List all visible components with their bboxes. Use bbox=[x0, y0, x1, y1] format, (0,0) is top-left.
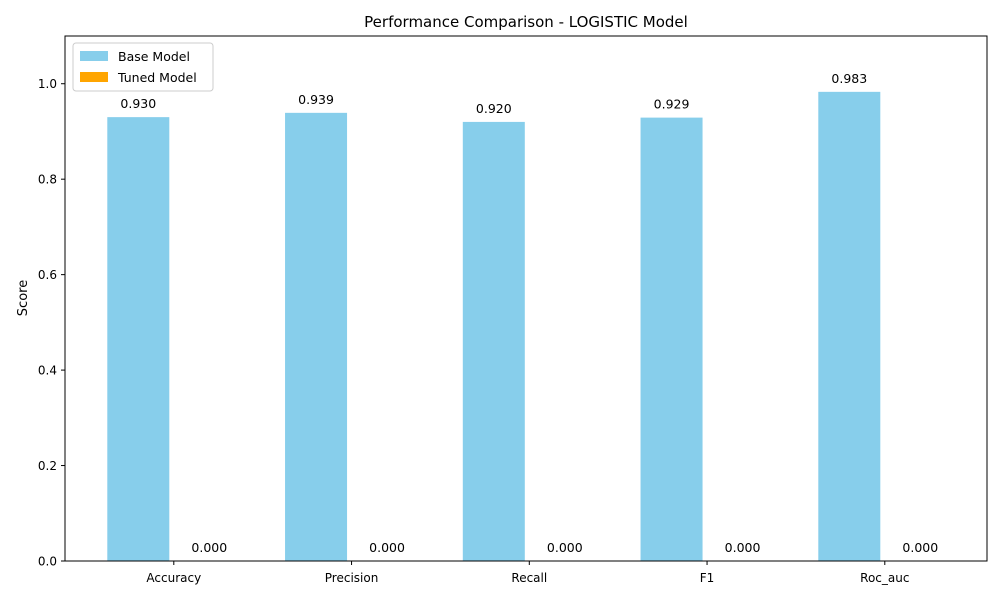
bar-value-label: 0.929 bbox=[654, 97, 690, 112]
bar-base-model bbox=[462, 121, 525, 561]
bar-base-model bbox=[107, 117, 170, 562]
x-tick-label: F1 bbox=[700, 571, 715, 585]
chart-title: Performance Comparison - LOGISTIC Model bbox=[364, 13, 688, 31]
y-tick-label: 0.6 bbox=[38, 268, 57, 282]
y-tick-label: 1.0 bbox=[38, 77, 57, 91]
y-tick-label: 0.8 bbox=[38, 173, 57, 187]
bar-value-label: 0.000 bbox=[191, 540, 227, 555]
legend-swatch bbox=[80, 51, 108, 61]
plot-frame bbox=[64, 35, 988, 562]
bar-value-label: 0.920 bbox=[476, 101, 512, 116]
x-tick-label: Precision bbox=[325, 571, 379, 585]
bar-value-label: 0.983 bbox=[831, 71, 867, 86]
legend: Base Model Tuned Model bbox=[72, 42, 214, 92]
legend-label: Tuned Model bbox=[117, 70, 197, 85]
bar-value-label: 0.000 bbox=[547, 540, 583, 555]
bar-value-label: 0.000 bbox=[369, 540, 405, 555]
bar-value-label: 0.930 bbox=[120, 96, 156, 111]
y-tick-label: 0.2 bbox=[38, 459, 57, 473]
x-tick-label: Accuracy bbox=[146, 571, 201, 585]
bar-value-label: 0.000 bbox=[902, 540, 938, 555]
legend-label: Base Model bbox=[118, 49, 190, 64]
y-tick-label: 0.0 bbox=[38, 555, 57, 569]
x-tick-label: Roc_auc bbox=[860, 571, 909, 585]
bar-value-label: 0.939 bbox=[298, 92, 334, 107]
bar-base-model bbox=[818, 91, 881, 561]
bar-base-model bbox=[285, 112, 348, 561]
bar-value-label: 0.000 bbox=[725, 540, 761, 555]
bar-base-model bbox=[640, 117, 703, 561]
legend-swatch bbox=[80, 72, 108, 82]
x-tick-label: Recall bbox=[511, 571, 547, 585]
y-tick-label: 0.4 bbox=[38, 364, 57, 378]
y-axis-label: Score bbox=[16, 280, 31, 316]
plot-area: 0.0 0.2 0.4 0.6 0.8 1.0 0.930 0.000 Accuracy 0.93… bbox=[38, 71, 938, 585]
